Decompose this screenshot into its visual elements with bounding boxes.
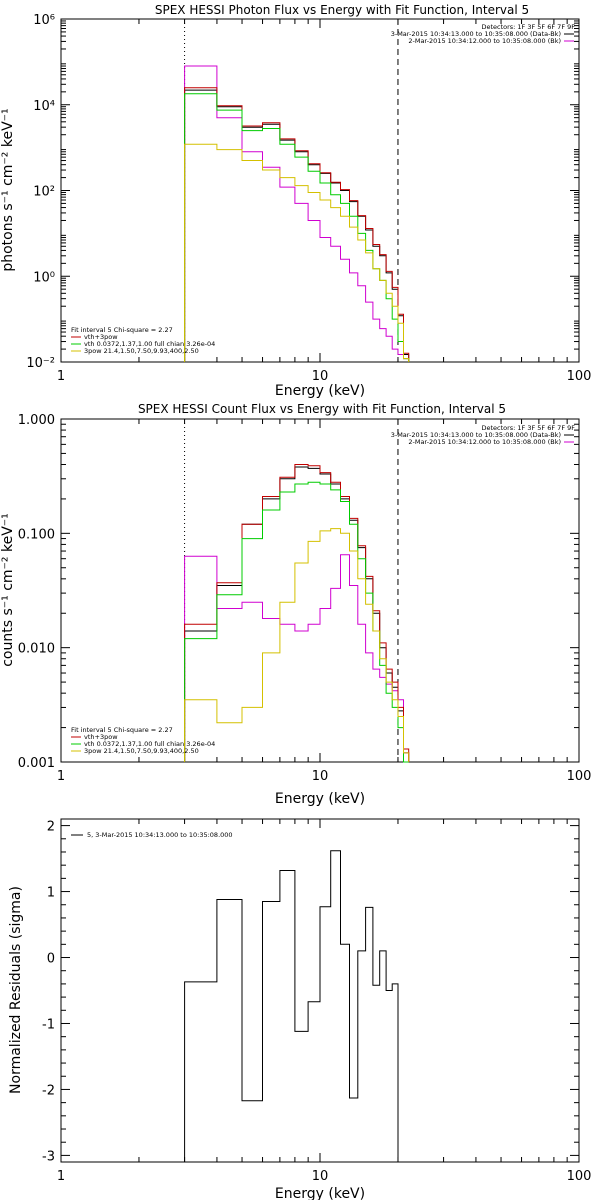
top-legend-entry: 3-Mar-2015 10:34:13.000 to 10:35:08.000 …: [391, 30, 561, 38]
photon-flux-top-legend: 3-Mar-2015 10:34:13.000 to 10:35:08.000 …: [391, 30, 574, 45]
count-flux-y-axis-label: counts s⁻¹ cm⁻² keV⁻¹: [0, 513, 16, 667]
x-tick-label: 1: [57, 1169, 65, 1184]
photon-flux-y-axis-label: photons s⁻¹ cm⁻² keV⁻¹: [0, 108, 16, 271]
count-flux-series: [184, 464, 410, 763]
count-flux-fit-legend: Fit interval 5 Chi-square = 2.27vth+3pow…: [71, 726, 215, 755]
fit-legend-entry: vth+3pow: [84, 333, 118, 341]
series-line-5-3-mar-2015-10-34-13-000-to-10-35-08-00: [184, 850, 399, 1162]
x-tick-label: 1: [57, 369, 65, 384]
y-tick-label: 0.010: [18, 642, 55, 657]
y-tick-label: 0.001: [18, 756, 55, 771]
residuals-legend: 5, 3-Mar-2015 10:34:13.000 to 10:35:08.0…: [71, 831, 233, 839]
x-tick-label: 100: [567, 369, 592, 384]
y-tick-label: 1.000: [18, 413, 55, 428]
photon-flux-title: SPEX HESSI Photon Flux vs Energy with Fi…: [155, 3, 529, 17]
y-tick-label: 0: [47, 952, 55, 967]
count-flux-panel: SPEX HESSI Count Flux vs Energy with Fit…: [0, 402, 591, 807]
residuals-y-axis-label: Normalized Residuals (sigma): [8, 886, 24, 1094]
series-line-3-mar-2015-10-34-13-000-to-10-35-08-000-: [184, 89, 410, 362]
count-flux-detectors-label: Detectors: 1F 3F 5F 6F 7F 9F: [481, 424, 575, 432]
fit-legend-entry: vth 0.0372,1.37,1.00 full chian 3.26e-04: [84, 340, 215, 348]
top-legend-entry: 3-Mar-2015 10:34:13.000 to 10:35:08.000 …: [391, 431, 561, 439]
top-legend-entry: 2-Mar-2015 10:34:12.000 to 10:35:08.000 …: [408, 37, 561, 45]
residuals-x-axis-label: Energy (keV): [275, 1186, 365, 1200]
y-tick-label: 10⁻²: [26, 356, 55, 371]
x-tick-label: 10: [312, 369, 329, 384]
x-tick-label: 100: [567, 1169, 592, 1184]
fit-legend-entry: 3pow 21.4,1.50,7.50,9.93,400,2.50: [84, 347, 199, 355]
fit-legend-entry: 3pow 21.4,1.50,7.50,9.93,400,2.50: [84, 747, 199, 755]
y-tick-label: 0.100: [18, 527, 55, 542]
series-line-2-mar-2015-10-34-12-000-to-10-35-08-000-: [184, 65, 410, 362]
series-line-vth-0-0372-1-37-1-00-full-chian-3-26e-04: [184, 93, 410, 362]
photon-flux-fit-legend: Fit interval 5 Chi-square = 2.27vth+3pow…: [71, 326, 215, 355]
top-legend-entry: 2-Mar-2015 10:34:12.000 to 10:35:08.000 …: [408, 438, 561, 446]
residuals-ticks: 1 10 100 -3 -2 -1 0 1 2: [42, 819, 591, 1184]
series-line-3pow-21-4-1-50-7-50-9-93-400-2-50: [184, 143, 410, 362]
photon-flux-series: [184, 65, 410, 362]
x-tick-label: 1: [57, 769, 65, 784]
fit-legend-entry: vth 0.0372,1.37,1.00 full chian 3.26e-04: [84, 740, 215, 748]
y-tick-label: 10⁰: [33, 270, 55, 285]
series-line-vth-0-0372-1-37-1-00-full-chian-3-26e-04: [184, 481, 409, 763]
x-tick-label: 100: [567, 769, 592, 784]
y-tick-label: 10⁶: [33, 13, 55, 28]
x-tick-label: 10: [312, 769, 329, 784]
series-line-3pow-21-4-1-50-7-50-9-93-400-2-50: [184, 528, 410, 762]
photon-flux-plot-frame: [60, 18, 580, 363]
residuals-series: [184, 850, 399, 1162]
photon-flux-detectors-label: Detectors: 1F 3F 5F 6F 7F 9F: [481, 23, 575, 31]
photon-flux-ticks: 1 10 100 10⁻² 10⁰ 10² 10⁴ 10⁶: [26, 13, 591, 384]
photon-flux-panel: SPEX HESSI Photon Flux vs Energy with Fi…: [0, 3, 591, 399]
y-tick-label: 10⁴: [33, 99, 55, 114]
count-flux-x-axis-label: Energy (keV): [275, 791, 365, 807]
fit-legend-heading: Fit interval 5 Chi-square = 2.27: [71, 326, 173, 334]
fit-legend-entry: vth+3pow: [84, 733, 118, 741]
y-tick-label: 10²: [33, 185, 55, 200]
residuals-panel: 1 10 100 -3 -2 -1 0 1 2 Energy (keV) Normalized …: [8, 818, 591, 1200]
x-tick-label: 10: [312, 1169, 329, 1184]
residuals-legend-entry: 5, 3-Mar-2015 10:34:13.000 to 10:35:08.0…: [87, 831, 233, 839]
count-flux-title: SPEX HESSI Count Flux vs Energy with Fit…: [138, 402, 506, 416]
y-tick-label: -3: [42, 1149, 55, 1164]
series-line-vth-3pow: [184, 87, 410, 362]
fit-legend-heading: Fit interval 5 Chi-square = 2.27: [71, 726, 173, 734]
y-tick-label: -2: [42, 1083, 55, 1098]
series-line-3-mar-2015-10-34-13-000-to-10-35-08-000-: [184, 466, 410, 762]
y-tick-label: 2: [47, 820, 55, 835]
count-flux-top-legend: 3-Mar-2015 10:34:13.000 to 10:35:08.000 …: [391, 431, 574, 446]
photon-flux-x-axis-label: Energy (keV): [275, 383, 365, 399]
y-tick-label: -1: [42, 1017, 55, 1032]
count-flux-ticks: 1 10 100 0.001 0.010 0.100 1.000: [18, 413, 592, 784]
y-tick-label: 1: [47, 886, 55, 901]
